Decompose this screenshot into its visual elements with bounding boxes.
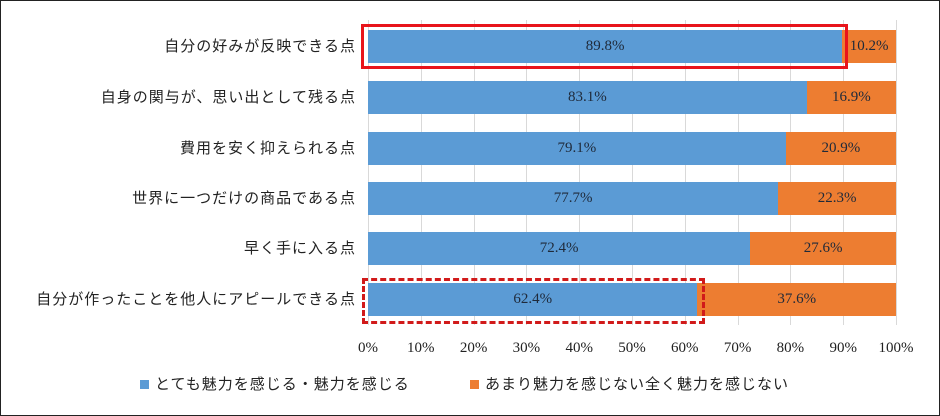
category-label: 自身の関与が、思い出として残る点	[100, 88, 356, 106]
highlight-box-solid	[361, 24, 848, 69]
bar-segment	[368, 182, 779, 215]
gridline	[737, 20, 739, 325]
x-tick-label: 50%	[618, 340, 646, 356]
gridline	[684, 20, 686, 325]
x-tick-label: 60%	[671, 340, 699, 356]
category-label: 自分が作ったことを他人にアピールできる点	[36, 290, 356, 308]
gridline	[368, 20, 369, 325]
legend-swatch-icon	[140, 380, 149, 389]
data-label: 62.4%	[513, 291, 553, 307]
legend-label: とても魅力を感じる・魅力を感じる	[155, 375, 410, 393]
legend-label: あまり魅力を感じない全く魅力を感じない	[485, 375, 790, 393]
gridline	[579, 20, 581, 325]
bar-segment	[368, 30, 843, 63]
category-label: 費用を安く抑えられる点	[179, 139, 356, 157]
data-label: 27.6%	[803, 240, 843, 256]
bar-segment	[778, 182, 896, 215]
data-label: 16.9%	[832, 89, 871, 105]
data-label: 37.6%	[777, 291, 817, 307]
x-tick-label: 10%	[407, 340, 435, 356]
data-label: 89.8%	[585, 38, 625, 54]
data-label: 77.7%	[553, 190, 593, 206]
x-tick-label: 30%	[512, 340, 541, 356]
x-tick-label: 70%	[723, 340, 752, 356]
x-tick-label: 0%	[358, 340, 378, 356]
legend-item: あまり魅力を感じない全く魅力を感じない	[470, 373, 789, 394]
gridline	[526, 20, 528, 325]
gridline	[790, 20, 792, 325]
x-tick-label: 90%	[829, 340, 857, 356]
x-tick-label: 80%	[776, 340, 805, 356]
bar-segment	[368, 283, 698, 316]
bar-segment	[785, 132, 896, 165]
bar-segment	[842, 30, 896, 63]
data-label: 72.4%	[539, 240, 579, 256]
data-label: 22.3%	[817, 190, 857, 206]
bar-segment	[368, 232, 751, 265]
data-label: 79.1%	[557, 140, 597, 156]
legend-item: とても魅力を感じる・魅力を感じる	[140, 373, 410, 394]
x-tick-label: 20%	[459, 340, 488, 356]
data-label: 83.1%	[568, 89, 607, 105]
bar-segment	[368, 81, 807, 114]
x-tick-label: 40%	[565, 340, 593, 356]
gridline	[843, 20, 845, 325]
category-label: 世界に一つだけの商品である点	[132, 189, 356, 207]
highlight-box-dashed	[362, 278, 705, 324]
bar-segment	[750, 232, 896, 265]
gridline	[473, 20, 475, 325]
category-label: 自分の好みが反映できる点	[164, 37, 356, 55]
legend-swatch-icon	[470, 380, 479, 389]
data-label: 20.9%	[821, 140, 861, 156]
category-label: 早く手に入る点	[243, 239, 356, 257]
x-tick-label: 100%	[878, 340, 914, 356]
gridline	[420, 20, 422, 325]
data-label: 10.2%	[849, 38, 889, 54]
bar-segment	[697, 283, 896, 316]
bar-segment	[806, 81, 896, 114]
gridline	[896, 20, 897, 325]
bar-segment	[368, 132, 786, 165]
gridline	[632, 20, 633, 325]
